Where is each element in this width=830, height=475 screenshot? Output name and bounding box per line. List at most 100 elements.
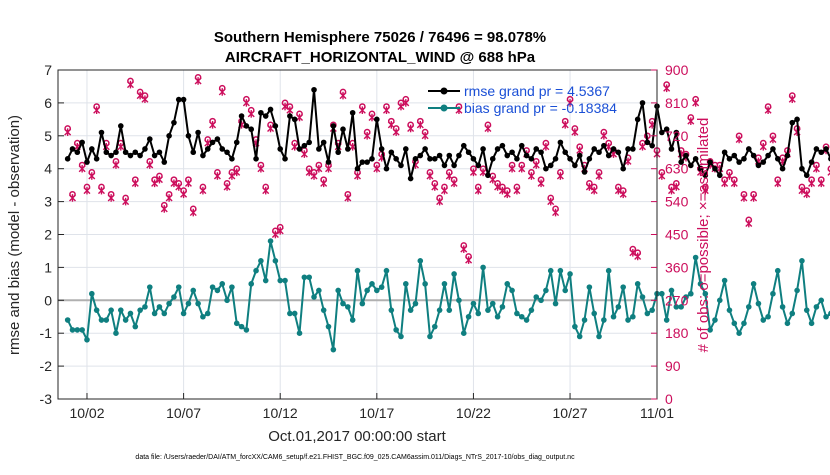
obs-assimilated-point [184,179,192,188]
rmse-point [185,133,192,139]
bias-point [630,313,636,320]
obs-assimilated-point [407,124,415,133]
rmse-point [243,123,250,129]
rmse-point [200,152,206,159]
bias-point [528,307,535,313]
obs-assimilated-point [209,121,217,129]
bias-point [209,284,216,290]
bias-point [586,284,593,290]
obs-assimilated-point [368,113,376,122]
rmse-point [431,156,438,162]
x-tick-label: 10/17 [359,405,394,421]
rmse-point [823,146,829,152]
obs-assimilated-point [465,256,473,264]
legend-bias-marker [440,104,448,112]
obs-assimilated-point [228,172,236,180]
rmse-point [151,152,158,159]
bias-point [369,281,375,287]
bias-point [494,313,501,320]
bias-point [291,310,298,317]
bias-point [122,317,129,323]
obs-assimilated-point [518,164,526,173]
obs-assimilated-point [78,164,86,173]
rmse-point [383,165,390,172]
rmse-point [634,116,641,123]
x-tick-label: 10/27 [553,405,588,421]
bias-point [803,307,810,313]
rmse-point [320,139,327,146]
bias-point [93,307,100,313]
bias-point [301,274,308,281]
bias-point [543,287,549,294]
bias-point [103,317,110,323]
rmse-point [794,116,800,123]
obs-assimilated-point [445,172,453,180]
rmse-point [378,146,385,152]
rmse-point [813,146,820,152]
bias-point [345,304,351,310]
rmse-point [784,152,791,159]
obs-assimilated-point [639,142,647,151]
bias-point [707,327,713,333]
bias-point [547,267,554,274]
rmse-point [615,149,622,156]
bias-point [388,307,395,313]
obs-assimilated-point [97,186,105,195]
rmse-point [161,159,168,165]
rmse-point [518,142,525,149]
bias-point [615,304,622,310]
obs-assimilated-point [189,208,197,217]
y-tick-label: -3 [40,391,53,407]
rmse-point [475,162,482,169]
bias-point [499,304,506,310]
bias-point [335,287,341,294]
rmse-point [528,156,535,162]
rmse-point [369,156,375,162]
bias-point [180,310,187,317]
obs-assimilated-point [634,252,642,261]
bias-point [663,317,670,323]
rmse-point [543,165,549,172]
bias-point [470,300,477,307]
obs-assimilated-point [692,99,700,107]
bias-point [649,307,655,313]
bias-point [460,330,467,337]
bias-point [514,310,520,317]
bias-point [518,313,525,320]
rmse-point [388,149,395,156]
obs-assimilated-point [242,99,250,107]
bias-point [258,258,264,264]
obs-assimilated-point [436,197,444,206]
bias-point [683,294,689,300]
y-tick-label: 2 [44,227,52,243]
bias-point [311,294,317,300]
obs-assimilated-point [291,142,299,151]
bias-point [441,281,448,287]
rmse-point [330,123,337,129]
rmse-point [340,126,346,133]
bias-point [219,281,226,287]
bias-point [431,323,438,330]
bias-point [774,267,781,274]
bias-point [697,281,704,287]
rmse-point [494,146,501,152]
obs-assimilated-point [460,245,468,253]
obs-assimilated-point [759,142,767,151]
obs-assimilated-point [382,106,390,115]
bias-point [770,290,776,297]
rmse-point [277,146,284,152]
bias-point [364,287,370,294]
bias-point [533,294,540,300]
obs-assimilated-point [233,168,241,177]
rmse-point [69,146,76,152]
bias-point [374,287,380,294]
bias-point [745,304,752,310]
rmse-point [93,156,100,162]
rmse-point [485,172,491,179]
y-tick-label: 7 [44,62,52,78]
obs-assimilated-point [213,172,221,180]
obs-assimilated-point [769,135,777,144]
obs-assimilated-point [107,194,115,202]
bias-point [359,300,366,307]
